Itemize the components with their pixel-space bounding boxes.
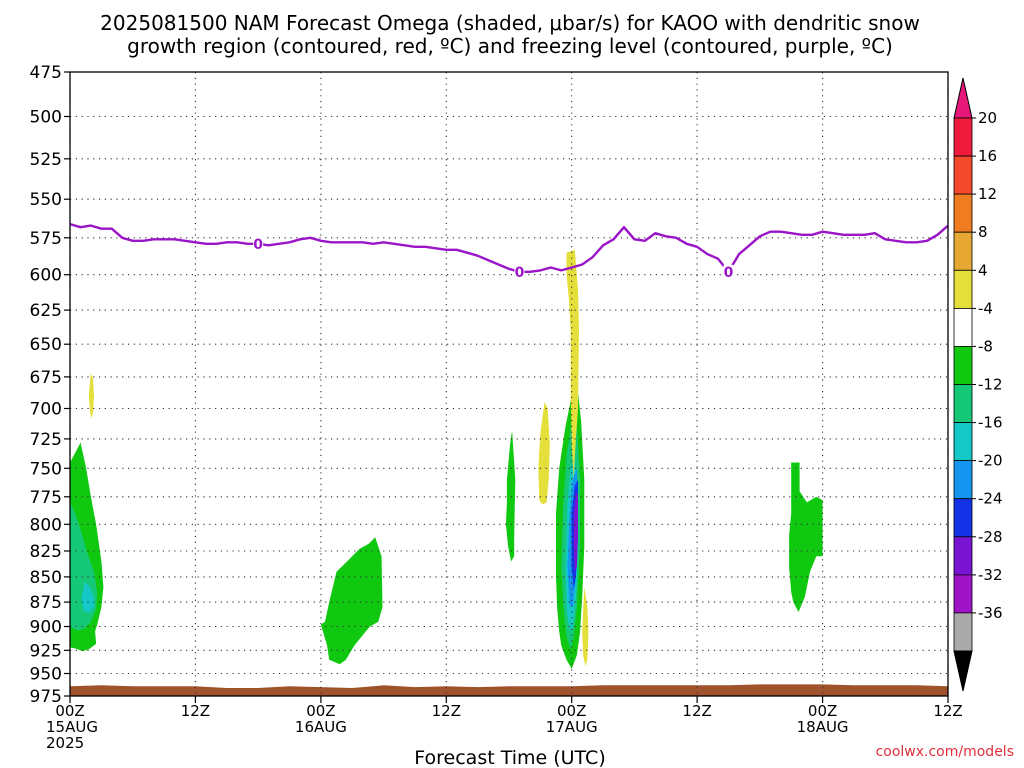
colorbar-swatch-9 bbox=[953, 460, 973, 500]
colorbar-label-8: -16 bbox=[978, 414, 1003, 432]
y-tick-label-850: 850 bbox=[30, 568, 62, 588]
y-tick-label-925: 925 bbox=[30, 641, 62, 661]
y-tick-label-675: 675 bbox=[30, 368, 62, 388]
x-tick-label-72-0: 00Z bbox=[808, 702, 837, 720]
y-tick-label-625: 625 bbox=[30, 301, 62, 321]
colorbar-label-1: 16 bbox=[978, 147, 997, 165]
y-tick-label-950: 950 bbox=[30, 665, 62, 685]
x-axis-label: Forecast Time (UTC) bbox=[414, 747, 605, 768]
colorbar: 20 16 12 8 4 -4 -8 -12 -16 -20 -24 -28 -32 -36 bbox=[953, 77, 1003, 692]
x-tick-label-48-1: 17AUG bbox=[546, 718, 598, 736]
y-tick-label-600: 600 bbox=[30, 266, 62, 286]
colorbar-label-11: -28 bbox=[978, 528, 1003, 546]
chart-title-line-1: 2025081500 NAM Forecast Omega (shaded, μ… bbox=[100, 11, 920, 35]
colorbar-swatch-2 bbox=[953, 193, 973, 233]
omega-region-3 bbox=[81, 582, 94, 613]
colorbar-label-4: 4 bbox=[978, 261, 988, 279]
credit-text: coolwx.com/models bbox=[876, 744, 1014, 760]
x-tick-label-72-1: 18AUG bbox=[797, 718, 849, 736]
y-tick-label-975: 975 bbox=[30, 687, 62, 707]
omega-region-13 bbox=[566, 249, 579, 480]
y-tick-label-725: 725 bbox=[30, 430, 62, 450]
colorbar-label-6: -8 bbox=[978, 337, 993, 355]
omega-region-5 bbox=[505, 430, 516, 562]
pressure-axis: 475 500 525 550 575 600 625 650 675 700 725 750 775 8… bbox=[30, 63, 70, 707]
omega-region-12 bbox=[573, 491, 578, 572]
colorbar-label-7: -12 bbox=[978, 376, 1003, 394]
colorbar-bottom-arrow bbox=[953, 650, 973, 692]
omega-region-4 bbox=[320, 537, 383, 665]
colorbar-swatch-5 bbox=[953, 307, 973, 347]
colorbar-swatch-1 bbox=[953, 155, 973, 195]
colorbar-label-0: 20 bbox=[978, 109, 997, 127]
y-tick-label-800: 800 bbox=[30, 515, 62, 535]
freezing-label-bg-2 bbox=[723, 264, 734, 279]
freezing-label-bg-0 bbox=[253, 236, 264, 251]
omega-region-0 bbox=[88, 373, 94, 419]
terrain-layer bbox=[70, 684, 948, 696]
x-tick-label-84-0: 12Z bbox=[933, 702, 962, 720]
colorbar-swatch-0 bbox=[953, 117, 973, 157]
plot-frame bbox=[69, 71, 949, 697]
x-tick-label-36-0: 12Z bbox=[432, 702, 461, 720]
y-tick-label-475: 475 bbox=[30, 63, 62, 83]
freezing-level-line bbox=[69, 222, 949, 273]
y-tick-label-525: 525 bbox=[30, 150, 62, 170]
colorbar-swatch-7 bbox=[953, 384, 973, 423]
x-tick-label-12-0: 12Z bbox=[181, 702, 210, 720]
colorbar-label-5: -4 bbox=[978, 299, 993, 317]
freezing-level-label-1: 0 bbox=[515, 265, 525, 281]
y-tick-label-575: 575 bbox=[30, 229, 62, 249]
x-tick-label-24-1: 16AUG bbox=[295, 718, 347, 736]
x-tick-label-60-0: 12Z bbox=[682, 702, 711, 720]
colorbar-swatch-12 bbox=[953, 574, 973, 614]
y-tick-label-500: 500 bbox=[30, 108, 62, 128]
freezing-level-label-2: 0 bbox=[724, 265, 734, 281]
y-tick-label-775: 775 bbox=[30, 488, 62, 508]
y-tick-label-550: 550 bbox=[30, 190, 62, 210]
y-tick-label-650: 650 bbox=[30, 335, 62, 355]
colorbar-label-10: -24 bbox=[978, 490, 1003, 508]
colorbar-label-12: -32 bbox=[978, 566, 1003, 584]
x-tick-label-0-2: 2025 bbox=[46, 734, 84, 752]
omega-region-6 bbox=[538, 402, 550, 505]
colorbar-label-3: 8 bbox=[978, 223, 988, 241]
x-tick-label-48-0: 00Z bbox=[557, 702, 586, 720]
colorbar-label-13: -36 bbox=[978, 604, 1003, 622]
terrain-fill bbox=[70, 684, 948, 696]
y-tick-label-825: 825 bbox=[30, 542, 62, 562]
colorbar-swatch-10 bbox=[953, 498, 973, 538]
colorbar-label-9: -20 bbox=[978, 452, 1003, 470]
y-tick-label-900: 900 bbox=[30, 618, 62, 638]
colorbar-swatch-8 bbox=[953, 422, 973, 462]
x-tick-label-0-0: 00Z bbox=[55, 702, 84, 720]
freezing-level-label-0: 0 bbox=[253, 237, 263, 253]
chart-title-line-2: growth region (contoured, red, ºC) and f… bbox=[127, 34, 893, 58]
colorbar-swatch-6 bbox=[953, 345, 973, 385]
x-tick-label-24-0: 00Z bbox=[306, 702, 335, 720]
omega-region-15 bbox=[789, 462, 823, 612]
colorbar-label-2: 12 bbox=[978, 185, 997, 203]
omega-shading-layer bbox=[70, 249, 823, 669]
omega-region-14 bbox=[582, 587, 589, 667]
colorbar-swatch-11 bbox=[953, 536, 973, 576]
x-tick-label-0-1: 15AUG bbox=[46, 718, 98, 736]
colorbar-swatch-4 bbox=[953, 269, 973, 309]
freezing-level-layer: 0 0 0 bbox=[69, 222, 949, 281]
y-tick-label-700: 700 bbox=[30, 400, 62, 420]
freezing-label-bg-1 bbox=[514, 264, 525, 279]
colorbar-swatch-13 bbox=[953, 612, 973, 652]
y-tick-label-875: 875 bbox=[30, 593, 62, 613]
colorbar-swatch-3 bbox=[953, 231, 973, 271]
y-tick-label-750: 750 bbox=[30, 459, 62, 479]
